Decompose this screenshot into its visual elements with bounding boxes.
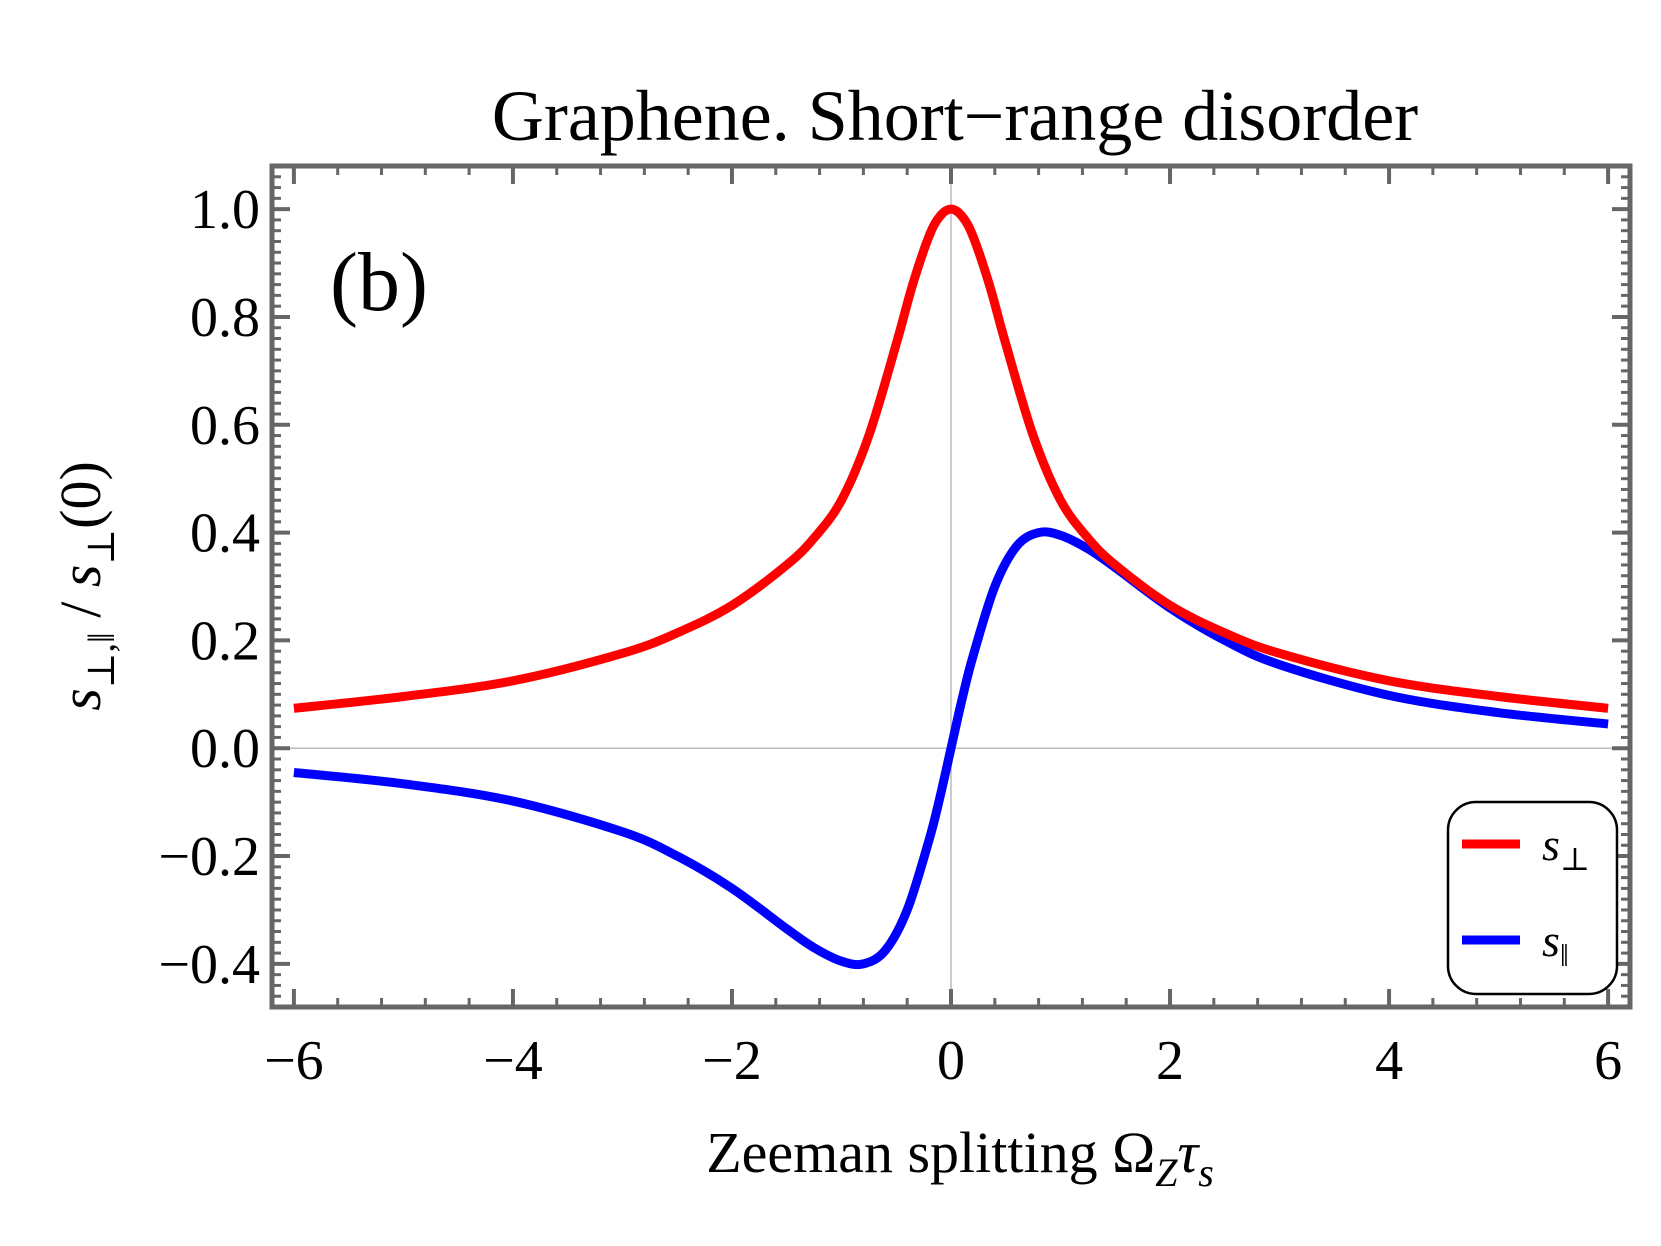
x-tick-label: 6	[1594, 1030, 1622, 1092]
y-axis-title-slash: /	[48, 587, 113, 632]
y-tick-label: 0.2	[190, 610, 260, 672]
x-axis-title-tau: τ	[1177, 1120, 1200, 1185]
panel-label: (b)	[330, 236, 428, 329]
legend-label-s-perp-sub: ⊥	[1560, 841, 1590, 877]
x-axis-title: Zeeman splitting ΩZτs	[706, 1120, 1214, 1195]
y-tick-labels: −0.4 −0.2 0.0 0.2 0.4 0.6 0.8 1.0	[158, 179, 260, 996]
series-s-perp-line	[293, 204, 1609, 713]
y-axis-title-arg: (0)	[48, 461, 113, 529]
series-s-par-line	[293, 527, 1609, 970]
legend-label-s-perp-symbol: s	[1542, 819, 1560, 870]
y-tick-label: 0.6	[190, 395, 260, 457]
y-axis-title: s⊥,‖ / s⊥(0)	[48, 461, 123, 711]
legend: s⊥ s‖	[1446, 800, 1619, 996]
y-axis-title-sub2: ⊥	[81, 529, 123, 565]
x-tick-label: −4	[483, 1030, 543, 1092]
legend-box	[1446, 800, 1619, 996]
y-tick-label: 0.8	[190, 287, 260, 349]
x-tick-label: −2	[702, 1030, 762, 1092]
legend-label-s-par-symbol: s	[1542, 915, 1560, 966]
x-axis-title-main: Zeeman splitting Ω	[706, 1120, 1155, 1185]
y-axis-title-sub1: ⊥,‖	[81, 632, 123, 688]
legend-label-s-par: s‖	[1542, 915, 1569, 973]
x-axis-title-sub2: s	[1198, 1150, 1214, 1195]
legend-label-s-perp: s⊥	[1542, 819, 1590, 877]
x-tick-label: 0	[937, 1030, 965, 1092]
x-tick-label: −6	[264, 1030, 324, 1092]
y-axis-title-s1: s	[48, 688, 113, 711]
y-tick-label: 1.0	[190, 179, 260, 241]
series-layer	[293, 204, 1609, 970]
x-tick-label: 4	[1375, 1030, 1403, 1092]
y-tick-label: −0.4	[158, 934, 260, 996]
y-tick-label: −0.2	[158, 826, 260, 888]
x-tick-label: 2	[1156, 1030, 1184, 1092]
legend-label-s-par-sub: ‖	[1560, 937, 1569, 973]
y-axis-title-s2: s	[48, 565, 113, 588]
y-tick-label: 0.0	[190, 718, 260, 780]
chart-title: Graphene. Short−range disorder	[492, 76, 1418, 156]
axis-ticks	[272, 164, 1630, 1009]
y-tick-label: 0.4	[190, 503, 260, 565]
x-axis-title-sub1: Z	[1155, 1150, 1178, 1195]
x-tick-labels: −6 −4 −2 0 2 4 6	[264, 1030, 1622, 1092]
